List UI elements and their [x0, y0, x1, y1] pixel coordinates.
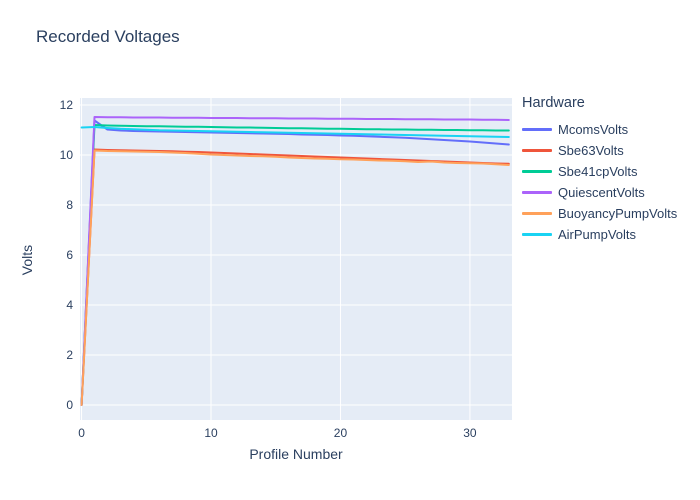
plot-background — [80, 98, 512, 420]
series-line-AirPumpVolts — [80, 126, 510, 138]
legend-label: Sbe41cpVolts — [558, 164, 638, 179]
legend-label: QuiescentVolts — [558, 185, 645, 200]
legend-item-buoyancypumpvolts[interactable]: BuoyancyPumpVolts — [522, 203, 692, 224]
legend-item-mcomsvolts[interactable]: McomsVolts — [522, 119, 692, 140]
legend-item-sbe41cpvolts[interactable]: Sbe41cpVolts — [522, 161, 692, 182]
y-tick-label: 8 — [66, 198, 73, 212]
y-tick-label: 10 — [60, 148, 74, 162]
legend-label: BuoyancyPumpVolts — [558, 206, 678, 221]
y-tick-label: 12 — [60, 98, 74, 112]
legend-swatch-sbe63volts — [522, 149, 552, 152]
legend-item-airpumpvolts[interactable]: AirPumpVolts — [522, 224, 692, 245]
x-tick-label: 0 — [78, 426, 85, 440]
series-line-QuiescentVolts — [80, 116, 510, 406]
legend-label: Sbe63Volts — [558, 143, 624, 158]
legend-swatch-airpumpvolts — [522, 233, 552, 236]
chart-title: Recorded Voltages — [36, 27, 180, 46]
series-line-BuoyancyPumpVolts — [80, 149, 510, 406]
y-tick-label: 6 — [66, 248, 73, 262]
legend-swatch-buoyancypumpvolts — [522, 212, 552, 215]
x-axis-title: Profile Number — [249, 446, 343, 462]
x-tick-label: 30 — [463, 426, 477, 440]
series-line-McomsVolts — [80, 119, 510, 406]
legend: Hardware McomsVolts Sbe63Volts Sbe41cpVo… — [522, 95, 692, 245]
legend-label: AirPumpVolts — [558, 227, 637, 242]
x-tick-label: 10 — [204, 426, 218, 440]
legend-swatch-mcomsvolts — [522, 128, 552, 131]
y-tick-label: 0 — [66, 398, 73, 412]
legend-swatch-quiescentvolts — [522, 191, 552, 194]
legend-title: Hardware — [522, 95, 585, 111]
series-line-Sbe41cpVolts — [80, 124, 510, 406]
legend-item-sbe63volts[interactable]: Sbe63Volts — [522, 140, 692, 161]
legend-swatch-sbe41cpvolts — [522, 170, 552, 173]
legend-item-quiescentvolts[interactable]: QuiescentVolts — [522, 182, 692, 203]
y-tick-label: 4 — [66, 298, 73, 312]
legend-label: McomsVolts — [558, 122, 629, 137]
x-tick-label: 20 — [334, 426, 348, 440]
y-axis-title: Volts — [19, 244, 35, 276]
y-tick-label: 2 — [66, 348, 73, 362]
